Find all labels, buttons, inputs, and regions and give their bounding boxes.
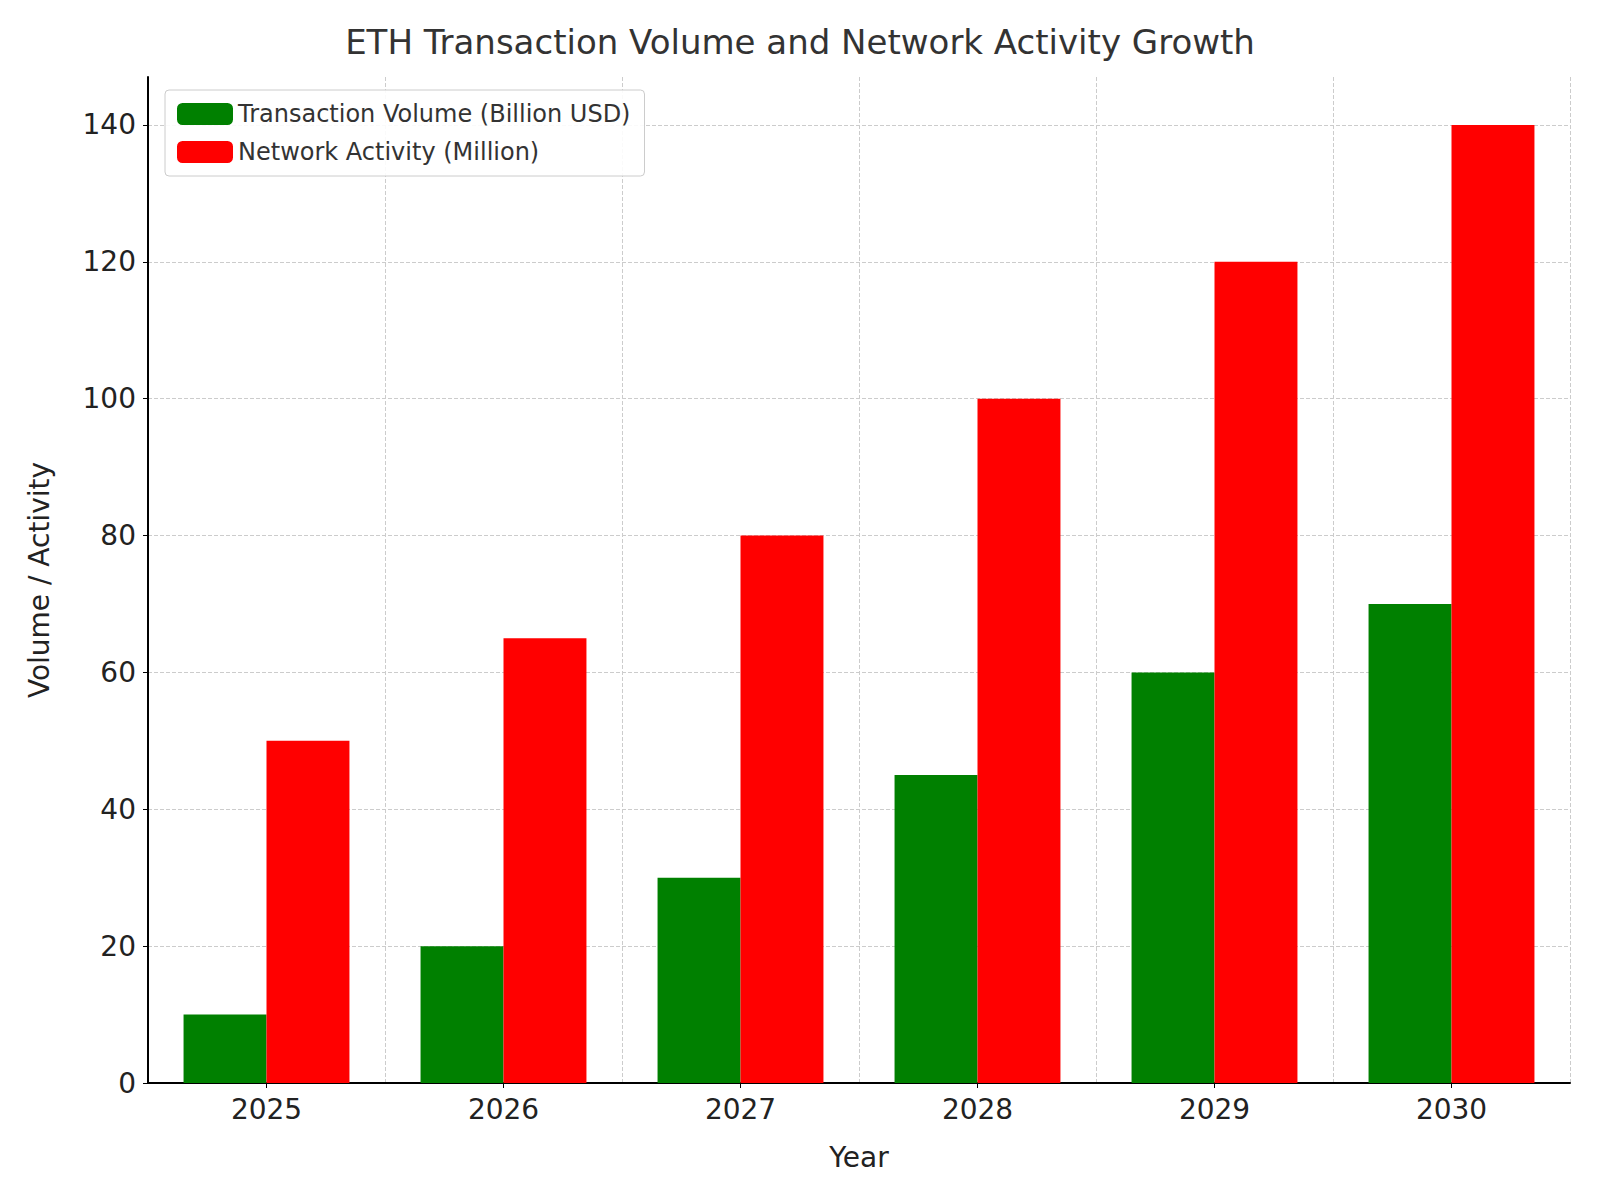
- svg-text:2028: 2028: [942, 1093, 1013, 1126]
- svg-text:Transaction Volume (Billion US: Transaction Volume (Billion USD): [237, 100, 630, 128]
- svg-text:20: 20: [100, 930, 136, 963]
- svg-text:2025: 2025: [231, 1093, 302, 1126]
- svg-text:100: 100: [83, 382, 136, 415]
- svg-text:Volume / Activity: Volume / Activity: [23, 462, 56, 698]
- svg-text:Network Activity (Million): Network Activity (Million): [238, 138, 539, 166]
- svg-text:2029: 2029: [1179, 1093, 1250, 1126]
- svg-text:0: 0: [118, 1067, 136, 1100]
- svg-text:140: 140: [83, 108, 136, 141]
- svg-text:ETH Transaction Volume and Net: ETH Transaction Volume and Network Activ…: [345, 22, 1255, 62]
- svg-text:40: 40: [100, 793, 136, 826]
- svg-text:60: 60: [100, 656, 136, 689]
- svg-text:120: 120: [83, 245, 136, 278]
- svg-text:80: 80: [100, 519, 136, 552]
- svg-text:Year: Year: [828, 1141, 889, 1174]
- svg-text:2026: 2026: [468, 1093, 539, 1126]
- svg-text:2027: 2027: [705, 1093, 776, 1126]
- svg-text:2030: 2030: [1416, 1093, 1487, 1126]
